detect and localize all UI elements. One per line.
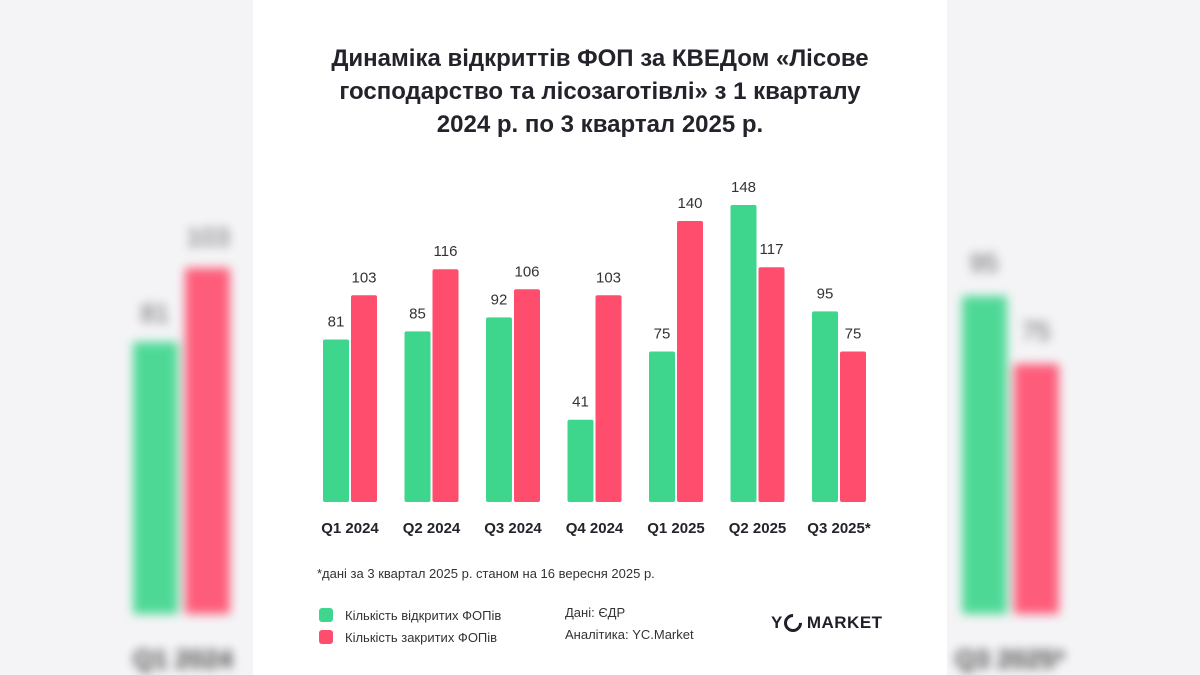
- background-blur-left: 81 103 Q1 2024: [0, 0, 310, 675]
- bg-bar-open-q1-2024: [133, 342, 178, 614]
- legend-label-closed: Кількість закритих ФОПів: [345, 629, 498, 645]
- background-blur-right: 95 75 Q3 2025*: [890, 0, 1200, 675]
- bg-bar-open-q3-2025: [962, 296, 1007, 614]
- bar-opened-q1-2025: [649, 351, 675, 502]
- chart-title: Динаміка відкриттів ФОП за КВЕДом «Лісов…: [253, 42, 947, 141]
- title-line-3: 2024 р. по 3 квартал 2025 р.: [436, 111, 764, 138]
- bar-closed-q2-2024: [432, 269, 459, 502]
- category-label-q3-2025: Q3 2025*: [807, 520, 871, 537]
- bar-chart: 81 103 Q1 2024 85 116 Q2 2024 92 106 Q3 2024 41 10…: [321, 179, 871, 537]
- legend-swatch-opened: [319, 608, 333, 622]
- analytics-source: Аналітика: YC.Market: [565, 627, 694, 642]
- legend-swatch-closed: [319, 630, 333, 644]
- title-line-2: господарство та лісозаготівлі» з 1 кварт…: [339, 78, 861, 105]
- value-label-opened-q1-2025: 75: [654, 325, 671, 342]
- legend-label-opened: Кількість відкритих ФОПів: [345, 607, 502, 623]
- value-label-closed-q1-2025: 140: [677, 195, 702, 212]
- title-line-1: Динаміка відкриттів ФОП за КВЕДом «Лісов…: [331, 45, 869, 72]
- category-label-q3-2024: Q3 2024: [484, 520, 542, 537]
- bar-closed-q3-2024: [514, 289, 540, 502]
- bar-closed-q1-2024: [351, 295, 377, 502]
- data-source: Дані: ЄДР: [565, 605, 626, 620]
- logo-c-icon: [780, 610, 806, 636]
- category-label-q2-2024: Q2 2024: [403, 520, 461, 537]
- yc-market-logo: Y MARKET: [771, 610, 883, 636]
- bar-opened-q3-2024: [486, 317, 512, 502]
- bg-label-open: 81: [141, 298, 170, 328]
- value-label-closed-q2-2025: 117: [760, 241, 784, 258]
- chart-card: Динаміка відкриттів ФОП за КВЕДом «Лісов…: [253, 0, 947, 675]
- logo-y: Y: [771, 613, 783, 632]
- value-label-closed-q4-2024: 103: [596, 269, 621, 286]
- bg-category-label: Q1 2024: [133, 644, 233, 674]
- value-label-closed-q3-2025: 75: [845, 325, 862, 342]
- bar-closed-q2-2025: [758, 267, 785, 502]
- value-label-opened-q2-2025: 148: [731, 179, 756, 196]
- category-label-q1-2025: Q1 2025: [647, 520, 705, 537]
- bar-opened-q4-2024: [567, 419, 594, 502]
- bar-opened-q1-2024: [323, 339, 349, 502]
- bg-bar-closed-q1-2024: [185, 268, 230, 614]
- value-label-opened-q3-2025: 95: [817, 285, 834, 302]
- category-label-q4-2024: Q4 2024: [566, 520, 624, 537]
- value-label-closed-q1-2024: 103: [351, 269, 376, 286]
- value-label-opened-q2-2024: 85: [409, 305, 426, 322]
- legend-item-closed: Кількість закритих ФОПів: [319, 626, 501, 648]
- logo-market: MARKET: [806, 613, 883, 632]
- bar-closed-q3-2025: [840, 351, 866, 502]
- bg-bar-closed-q3-2025: [1014, 364, 1059, 614]
- bg-category-label-right: Q3 2025*: [955, 644, 1066, 674]
- category-label-q2-2025: Q2 2025: [729, 520, 787, 537]
- bg-label-closed: 103: [186, 222, 229, 252]
- value-label-opened-q4-2024: 41: [572, 394, 589, 411]
- bg-label-closed-right: 75: [1022, 316, 1051, 346]
- category-label-q1-2024: Q1 2024: [321, 520, 379, 537]
- background-bars-right: 95 75 Q3 2025*: [955, 248, 1066, 674]
- source-info: Дані: ЄДР Аналітика: YC.Market: [565, 604, 694, 648]
- bar-closed-q1-2025: [677, 221, 703, 502]
- value-label-opened-q3-2024: 92: [491, 291, 508, 308]
- background-bars-left: 81 103 Q1 2024: [133, 222, 233, 674]
- bar-closed-q4-2024: [595, 295, 622, 502]
- legend-item-opened: Кількість відкритих ФОПів: [319, 604, 501, 626]
- bg-label-open-right: 95: [970, 248, 999, 278]
- bar-opened-q3-2025: [812, 311, 838, 502]
- value-label-closed-q3-2024: 106: [514, 263, 539, 280]
- bar-opened-q2-2024: [404, 331, 431, 502]
- footnote: *дані за 3 квартал 2025 р. станом на 16 …: [317, 566, 655, 581]
- legend: Кількість відкритих ФОПів Кількість закр…: [319, 604, 501, 648]
- bar-opened-q2-2025: [730, 205, 757, 502]
- value-label-opened-q1-2024: 81: [328, 313, 345, 330]
- value-label-closed-q2-2024: 116: [434, 243, 458, 260]
